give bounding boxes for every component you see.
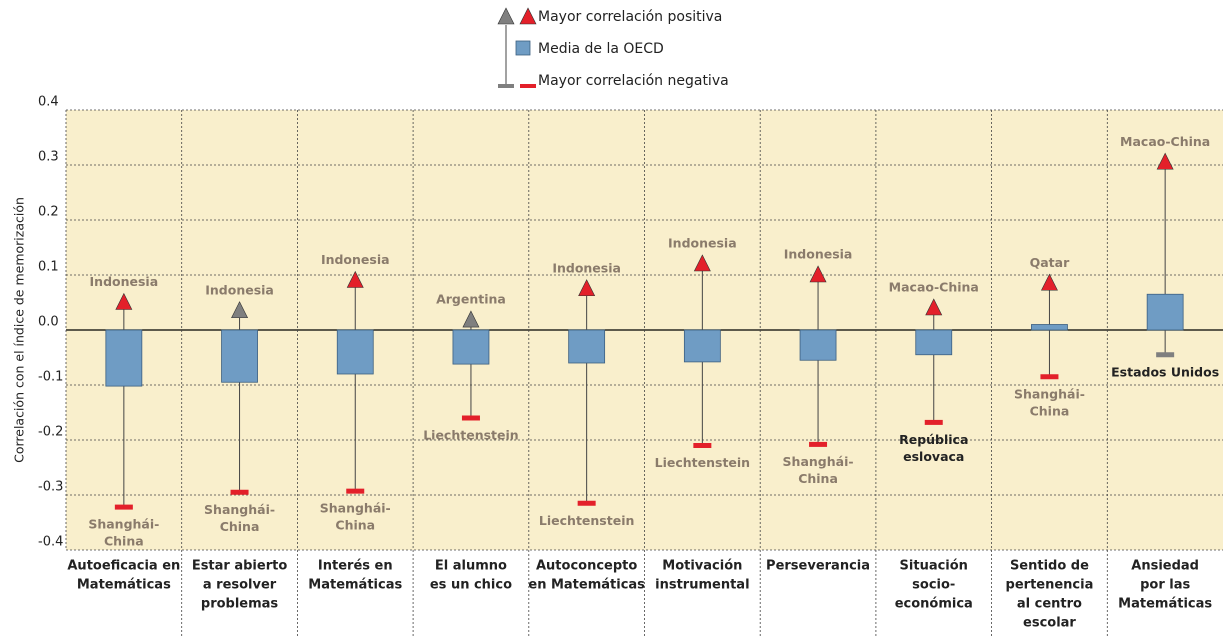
x-tick-label: Autoeficacia en <box>67 559 180 574</box>
min-country-label: Shanghái- <box>204 502 275 517</box>
min-country-label: Liechtenstein <box>423 428 518 443</box>
min-country-label: Shanghái- <box>783 454 854 469</box>
x-tick-label: Motivación <box>662 559 742 574</box>
y-tick-label: 0.4 <box>38 95 59 110</box>
x-tick-label: instrumental <box>655 578 749 593</box>
min-marker <box>693 443 712 448</box>
mean-box <box>221 329 258 383</box>
mean-box <box>452 329 490 365</box>
max-country-label: Macao-China <box>1120 134 1210 149</box>
legend-label: Mayor correlación negativa <box>538 73 729 89</box>
max-marker <box>809 265 827 283</box>
min-marker <box>1040 374 1059 380</box>
x-tick-label: Situación <box>900 559 968 574</box>
legend-label: Mayor correlación positiva <box>538 9 722 25</box>
min-marker <box>577 500 596 506</box>
mean-box <box>105 329 143 387</box>
max-country-label: Macao-China <box>889 280 979 295</box>
max-country-label: Argentina <box>436 292 506 307</box>
mean-box <box>568 329 606 364</box>
min-country-label: China <box>335 518 375 533</box>
max-country-label: Qatar <box>1030 255 1070 270</box>
min-marker <box>230 489 249 495</box>
min-country-label: Liechtenstein <box>655 455 750 470</box>
min-country-label: Shanghái- <box>320 501 391 516</box>
x-tick-label: es un chico <box>430 578 512 593</box>
min-marker <box>809 441 828 447</box>
min-country-label: China <box>1030 403 1070 418</box>
x-tick-label: Ansiedad <box>1131 559 1199 574</box>
min-country-label: Shanghái- <box>1014 386 1085 401</box>
x-tick-label: Autoconcepto <box>536 559 637 574</box>
max-marker <box>497 7 515 25</box>
x-tick-label: Matemáticas <box>77 578 171 593</box>
max-marker <box>1040 273 1058 291</box>
max-country-label: Indonesia <box>668 236 737 251</box>
y-tick-label: 0.3 <box>38 150 59 165</box>
x-tick-label: El alumno <box>435 559 507 574</box>
mean-box <box>799 329 837 361</box>
max-marker <box>925 298 943 316</box>
x-tick-label: pertenencia <box>1006 578 1094 593</box>
min-country-label: eslovaca <box>903 449 964 464</box>
y-tick-label: -0.2 <box>38 425 63 440</box>
x-tick-label: Interés en <box>318 559 393 574</box>
min-country-label: Liechtenstein <box>539 513 634 528</box>
min-country-label: China <box>104 534 144 549</box>
max-country-label: Indonesia <box>321 252 390 267</box>
mean-box <box>1146 293 1184 331</box>
mean-box <box>683 329 721 363</box>
legend-label: Media de la OECD <box>538 41 664 57</box>
min-marker <box>346 488 365 494</box>
max-marker <box>578 279 596 297</box>
max-marker <box>115 292 133 310</box>
x-tick-label: problemas <box>201 597 279 612</box>
x-tick-label: Perseverancia <box>766 559 870 574</box>
max-marker <box>462 310 480 328</box>
max-marker <box>519 7 537 25</box>
min-marker <box>461 415 480 421</box>
y-tick-label: 0.1 <box>38 260 59 275</box>
max-marker <box>346 270 364 288</box>
max-country-label: Indonesia <box>784 247 853 262</box>
x-tick-label: Matemáticas <box>1118 597 1212 612</box>
min-country-label: Estados Unidos <box>1111 364 1219 379</box>
min-marker <box>114 504 133 510</box>
min-country-label: República <box>899 432 968 447</box>
mean-box <box>336 329 374 375</box>
min-marker <box>1156 352 1175 358</box>
x-tick-label: en Matemáticas <box>528 578 645 593</box>
mean-box <box>915 329 953 356</box>
x-tick-label: a resolver <box>203 578 277 593</box>
max-marker <box>1156 152 1174 170</box>
y-tick-label: -0.4 <box>38 535 63 550</box>
mean-box <box>1031 324 1068 331</box>
x-tick-label: Sentido de <box>1010 559 1089 574</box>
max-marker <box>231 301 249 319</box>
min-country-label: China <box>798 471 838 486</box>
x-tick-label: Estar abierto <box>192 559 288 574</box>
min-marker <box>924 419 943 425</box>
x-tick-label: por las <box>1140 578 1190 593</box>
min-country-label: Shanghái- <box>88 517 159 532</box>
x-tick-label: económica <box>895 597 973 612</box>
min-country-label: China <box>220 519 260 534</box>
x-tick-label: Matemáticas <box>308 578 402 593</box>
max-marker <box>693 254 711 272</box>
y-tick-label: 0.0 <box>38 315 59 330</box>
max-country-label: Indonesia <box>552 260 621 275</box>
max-country-label: Indonesia <box>90 274 159 289</box>
x-tick-label: al centro <box>1017 597 1082 612</box>
y-tick-label: 0.2 <box>38 205 59 220</box>
x-tick-label: escolar <box>1023 616 1076 631</box>
legend-min-marker <box>520 84 536 88</box>
y-axis-label: Correlación con el índice de memorizació… <box>12 197 27 463</box>
legend-box <box>515 40 531 56</box>
max-country-label: Indonesia <box>205 282 274 297</box>
x-tick-label: socio- <box>912 578 955 593</box>
legend-min-marker <box>498 84 514 88</box>
y-tick-label: -0.1 <box>38 370 63 385</box>
y-tick-label: -0.3 <box>38 480 63 495</box>
